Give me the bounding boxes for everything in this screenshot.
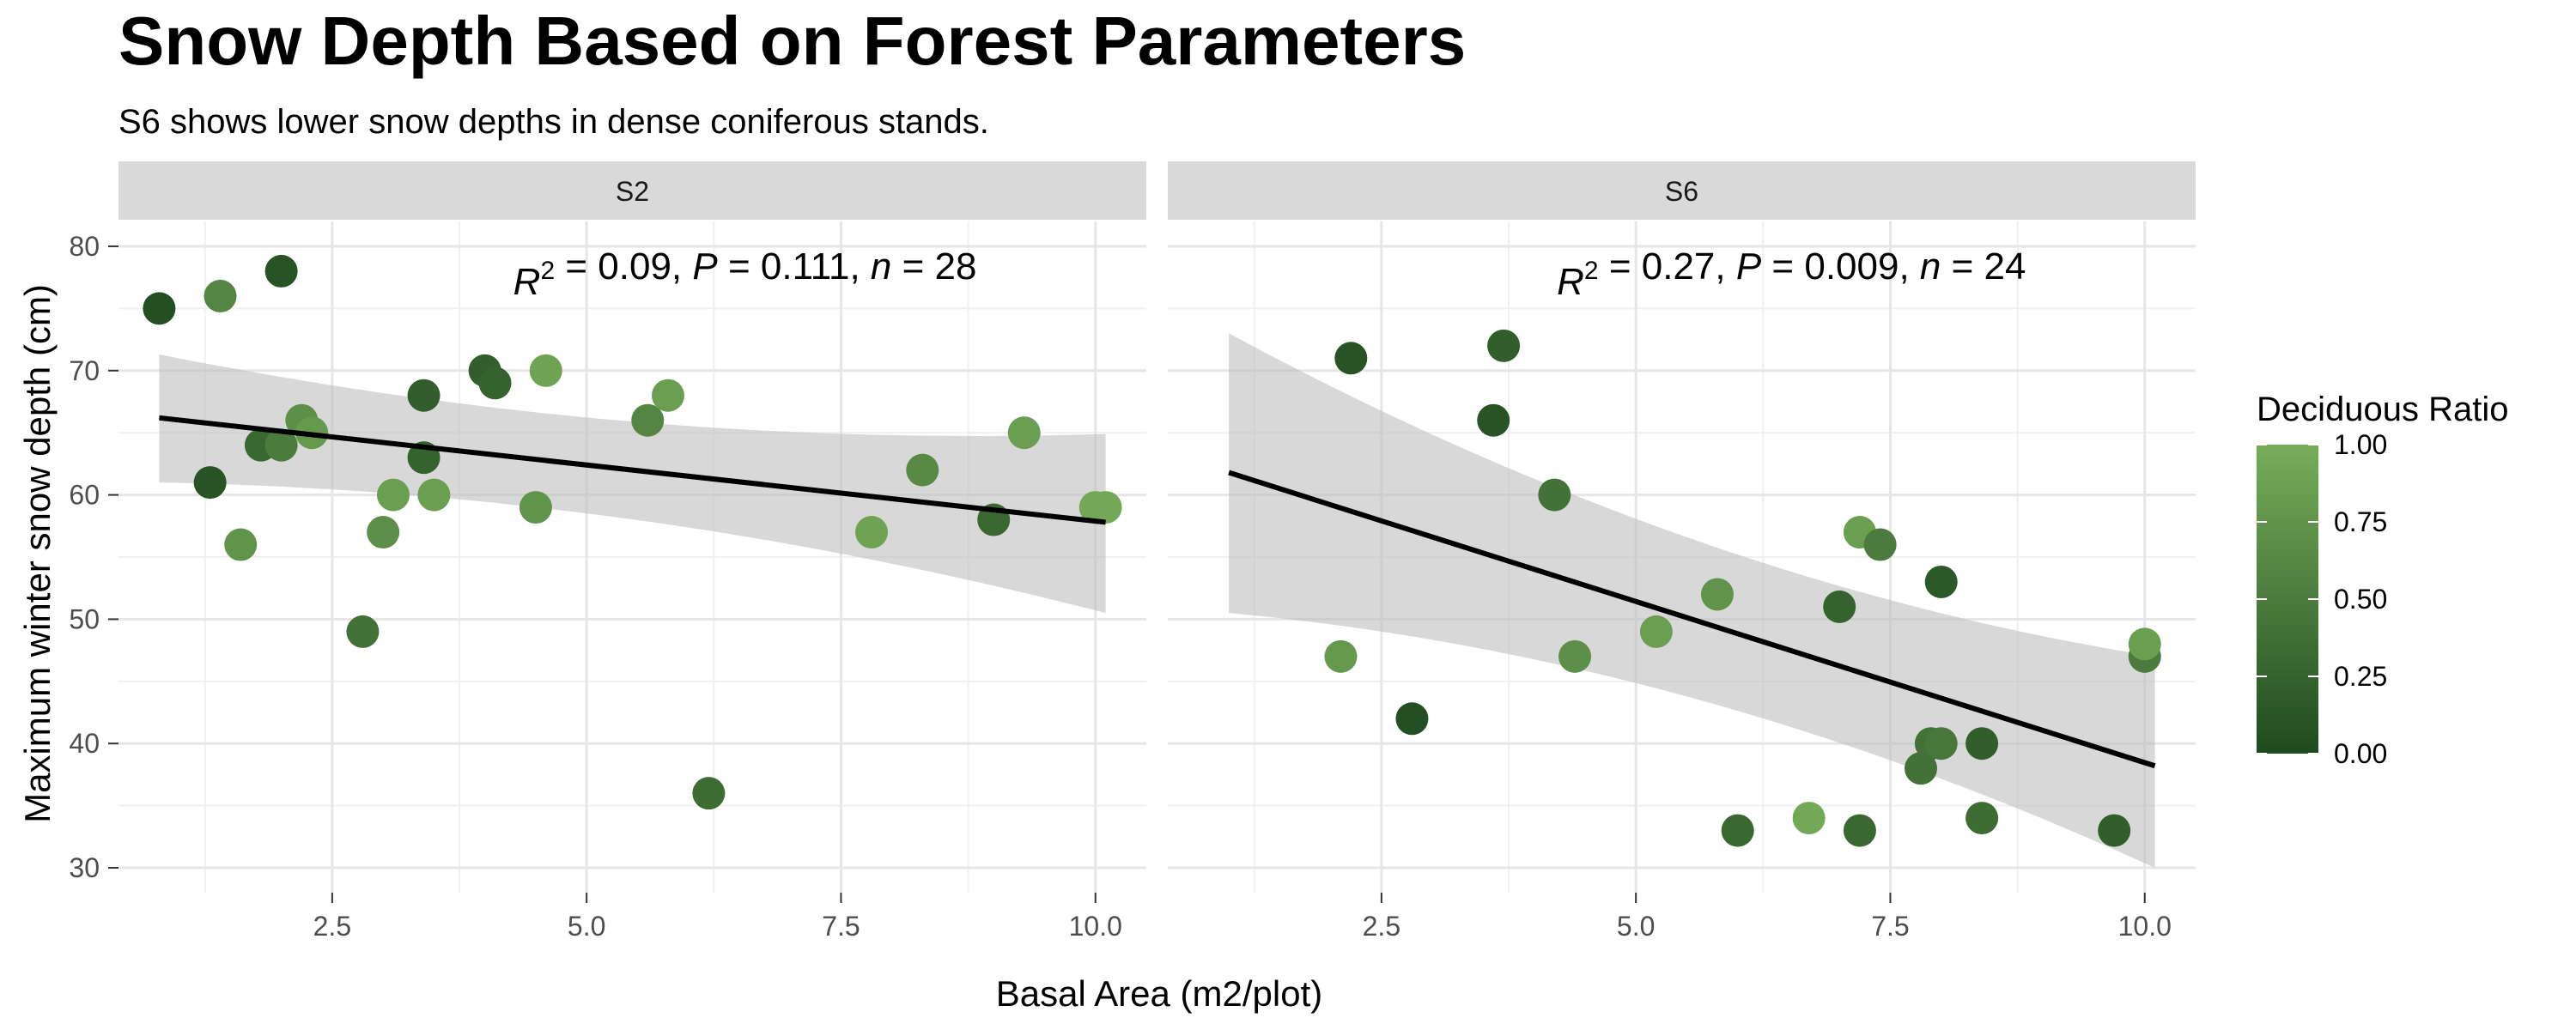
data-point [346,615,380,648]
data-point [906,453,939,487]
data-point [1863,528,1897,561]
data-point [224,528,258,561]
y-tick-label: 60 [69,480,100,511]
data-point [1924,727,1958,760]
data-point [692,777,726,810]
data-point [1324,639,1358,673]
data-point [2098,814,2131,847]
facet-strip-label: S2 [616,176,649,207]
data-point [1639,615,1673,648]
data-point [529,354,562,387]
data-point [1823,590,1856,623]
y-tick-label: 80 [69,231,100,262]
y-tick-label: 70 [69,355,100,386]
data-point [407,379,440,412]
data-point [143,292,176,325]
data-point [264,428,298,462]
data-point [631,403,665,437]
data-point [376,478,410,512]
legend-tick-label: 1.00 [2334,429,2387,460]
data-point [1843,814,1876,847]
facet-panel-s6: S6 R2 = 0.27, P = 0.009, n = 24 2.5 5.0 7.5 1… [1168,161,2196,942]
x-tick-label: 7.5 [822,911,860,942]
y-axis-title: Maximum winter snow depth (cm) [17,284,58,823]
x-tick-label: 2.5 [313,911,351,942]
data-point [1089,491,1122,524]
data-point [367,516,400,549]
y-tick-label: 40 [69,728,100,759]
x-tick-label: 7.5 [1871,911,1909,942]
facet-panels: 30 40 50 60 70 80 S2 R2 = 0.09, P = 0.111, n = … [69,161,2196,942]
data-point [204,279,237,312]
x-tick-label: 5.0 [1617,911,1655,942]
data-point [1395,702,1429,736]
legend-tick-label: 0.75 [2334,506,2387,537]
data-point [478,367,512,400]
x-tick-label: 2.5 [1363,911,1400,942]
data-point [1477,403,1510,437]
facet-strip-label: S6 [1665,176,1698,207]
data-point [1792,802,1826,835]
data-point [1700,578,1734,611]
data-point [1007,416,1041,450]
confidence-band [159,354,1106,614]
data-point [417,478,451,512]
trend-line [159,415,1106,525]
data-point [1924,565,1958,598]
data-point [1965,802,1999,835]
legend-tick-label: 0.00 [2334,738,2387,769]
chart-subtitle: S6 shows lower snow depths in dense coni… [118,103,989,141]
y-tick-label: 30 [69,852,100,883]
legend-title: Deciduous Ratio [2257,391,2509,428]
legend-tick-label: 0.50 [2334,584,2387,615]
facet-strip [118,161,1146,220]
data-point [1905,752,1938,785]
data-point [519,491,552,524]
data-point [651,379,684,412]
legend-tick-label: 0.25 [2334,661,2387,692]
data-point [1487,329,1521,362]
data-point [1538,478,1571,512]
color-legend: Deciduous Ratio 0.00 0.25 0.50 0.75 1.00 [2257,391,2509,769]
chart-title: Snow Depth Based on Forest Parameters [118,3,1466,79]
facet-strip [1168,161,2196,220]
trend-line [1228,470,2156,769]
x-axis-title: Basal Area (m2/plot) [996,973,1323,1014]
data-point [2128,627,2161,661]
x-tick-label: 5.0 [568,911,605,942]
facet-panel-s2: S2 R2 = 0.09, P = 0.111, n = 28 2.5 5.0 7.5 1… [118,161,1146,942]
data-point [193,466,227,500]
x-tick-label: 10.0 [1069,911,1122,942]
confidence-band [1229,333,2155,869]
y-tick-label: 50 [69,603,100,634]
data-point [1334,342,1368,375]
data-point [1721,814,1754,847]
data-point [855,516,889,549]
stats-annotation: R2 = 0.27, P = 0.009, n = 24 [1557,245,2026,303]
x-tick-label: 10.0 [2118,911,2172,942]
data-point [1558,639,1592,673]
data-point [1965,727,1999,760]
data-point [264,254,298,288]
stats-annotation: R2 = 0.09, P = 0.111, n = 28 [513,245,977,303]
